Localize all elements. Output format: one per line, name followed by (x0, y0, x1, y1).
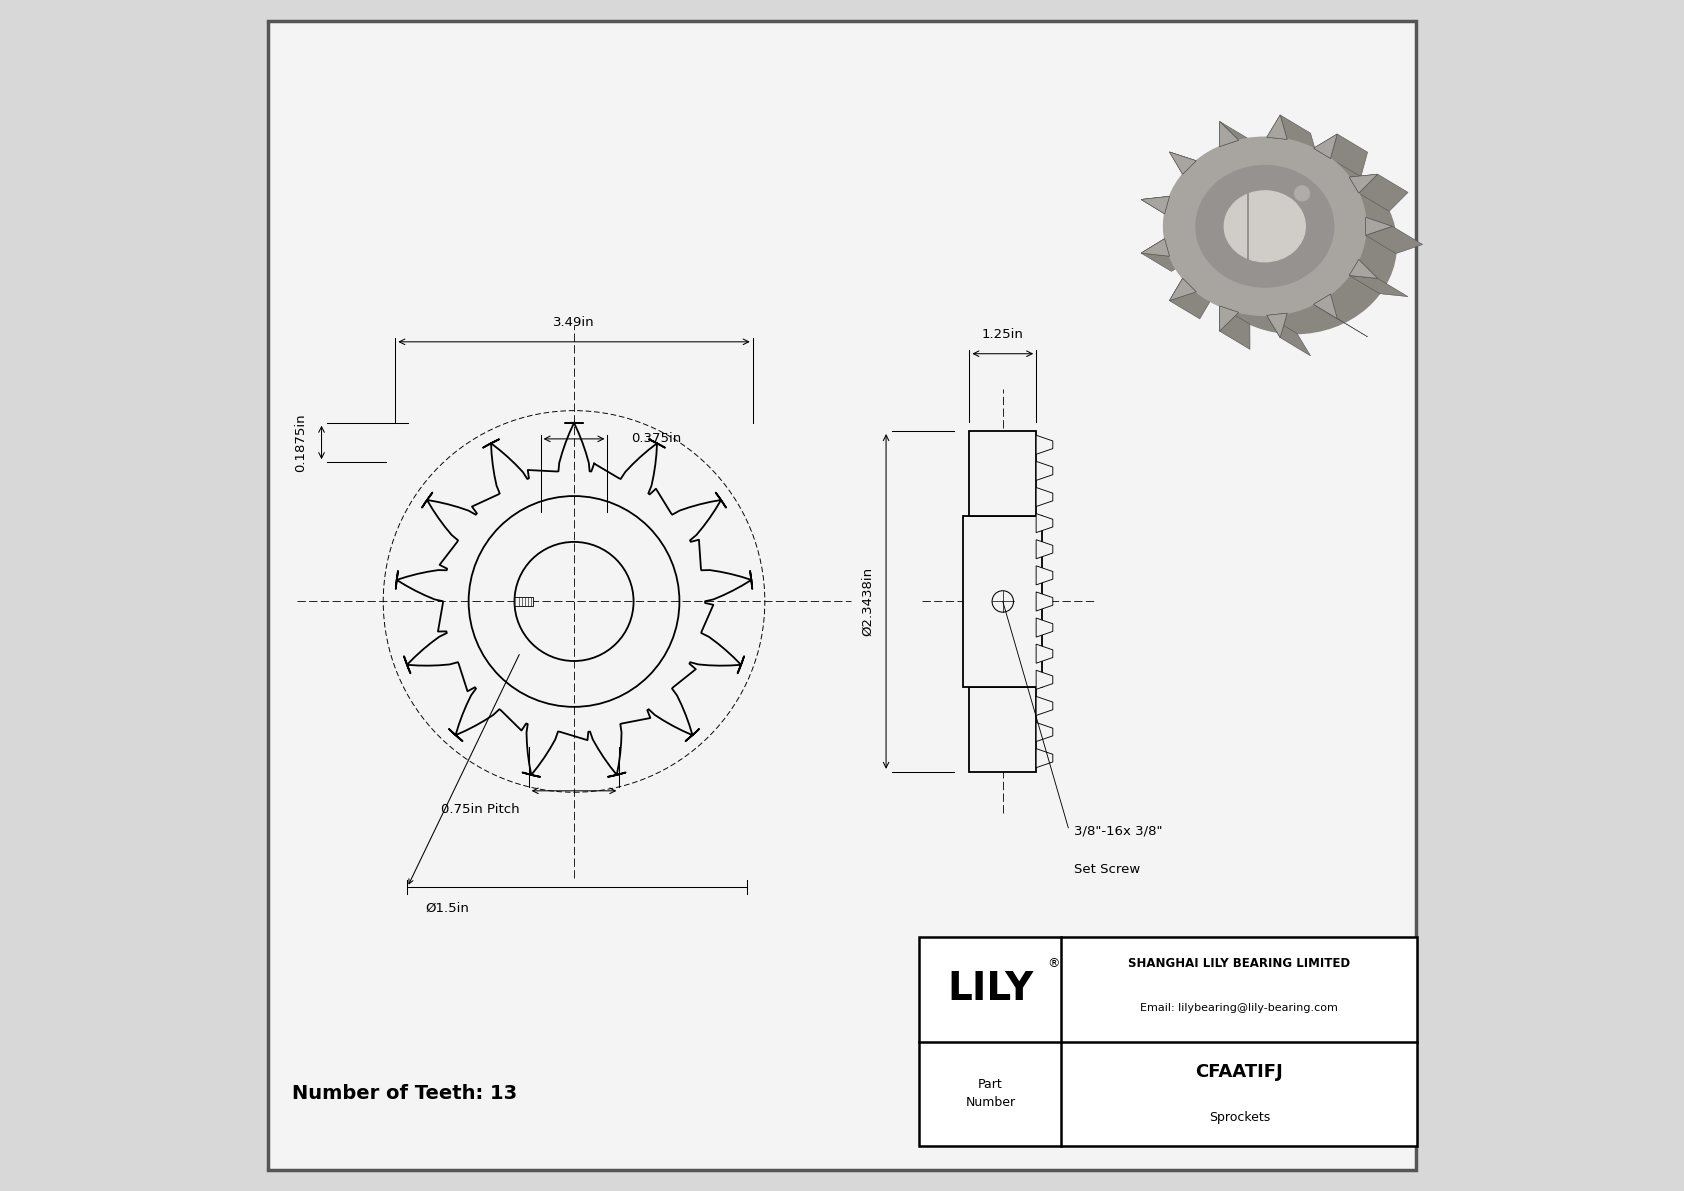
Bar (963, 517, 1042, 686)
Polygon shape (1266, 313, 1287, 337)
Text: Ø1.5in: Ø1.5in (424, 902, 470, 915)
Polygon shape (1169, 279, 1212, 319)
Polygon shape (1349, 174, 1378, 193)
Polygon shape (1036, 435, 1052, 454)
Ellipse shape (1196, 166, 1334, 287)
Polygon shape (1349, 275, 1408, 297)
Polygon shape (1219, 306, 1239, 331)
Polygon shape (1359, 174, 1408, 211)
Ellipse shape (1194, 155, 1396, 333)
Polygon shape (1142, 197, 1169, 214)
Polygon shape (1036, 513, 1052, 532)
Polygon shape (1219, 306, 1239, 331)
FancyBboxPatch shape (268, 21, 1416, 1170)
Polygon shape (1036, 618, 1052, 637)
Text: Set Screw: Set Screw (1074, 863, 1140, 877)
Polygon shape (1219, 306, 1250, 349)
Polygon shape (1219, 121, 1239, 146)
Bar (919, 937, 1418, 1146)
Text: Number of Teeth: 13: Number of Teeth: 13 (291, 1084, 517, 1103)
Polygon shape (1266, 116, 1287, 139)
Text: 1.25in: 1.25in (982, 328, 1024, 341)
Polygon shape (1314, 294, 1337, 318)
Polygon shape (1169, 152, 1196, 174)
Circle shape (1295, 186, 1310, 201)
Polygon shape (1314, 135, 1337, 158)
Polygon shape (1219, 121, 1239, 146)
Polygon shape (1349, 174, 1378, 193)
Ellipse shape (1224, 191, 1305, 262)
Text: Email: lilybearing@lily-bearing.com: Email: lilybearing@lily-bearing.com (1140, 1004, 1339, 1014)
Polygon shape (1366, 217, 1393, 236)
Polygon shape (1330, 135, 1367, 176)
Polygon shape (1169, 279, 1196, 300)
Text: 0.75in Pitch: 0.75in Pitch (441, 803, 519, 816)
Polygon shape (1219, 121, 1270, 158)
Polygon shape (1266, 116, 1287, 139)
Text: LILY: LILY (946, 971, 1034, 1009)
Polygon shape (1036, 487, 1052, 506)
Polygon shape (1142, 197, 1199, 218)
Text: Ø2.3438in: Ø2.3438in (861, 567, 874, 636)
Polygon shape (1349, 260, 1378, 279)
Ellipse shape (1164, 137, 1366, 316)
Polygon shape (1266, 313, 1287, 337)
Polygon shape (1349, 260, 1378, 279)
Text: 0.375in: 0.375in (632, 432, 682, 445)
Polygon shape (1036, 697, 1052, 716)
Polygon shape (1036, 461, 1052, 480)
Text: 3/8"-16x 3/8": 3/8"-16x 3/8" (1074, 824, 1162, 837)
Polygon shape (1036, 644, 1052, 663)
Text: 3.49in: 3.49in (554, 316, 594, 329)
Polygon shape (1280, 116, 1317, 157)
Polygon shape (1366, 217, 1393, 236)
Bar (970, 431, 1036, 772)
Polygon shape (1314, 305, 1367, 337)
Polygon shape (1036, 671, 1052, 690)
Polygon shape (1169, 279, 1196, 300)
Text: 0.1875in: 0.1875in (295, 413, 306, 472)
Polygon shape (1366, 226, 1423, 254)
Polygon shape (1266, 316, 1310, 356)
Text: CFAATIFJ: CFAATIFJ (1196, 1064, 1283, 1081)
Polygon shape (1036, 566, 1052, 585)
Polygon shape (1036, 723, 1052, 742)
Bar (514, 598, 532, 606)
Text: Part
Number: Part Number (965, 1078, 1015, 1109)
Polygon shape (1142, 238, 1169, 256)
Text: ®: ® (1047, 956, 1059, 969)
Polygon shape (1142, 238, 1196, 272)
Polygon shape (1142, 197, 1169, 214)
Text: Sprockets: Sprockets (1209, 1111, 1270, 1124)
Polygon shape (1314, 294, 1337, 318)
Polygon shape (1036, 540, 1052, 559)
Text: SHANGHAI LILY BEARING LIMITED: SHANGHAI LILY BEARING LIMITED (1128, 956, 1351, 969)
Polygon shape (1314, 135, 1337, 158)
Polygon shape (1169, 152, 1226, 179)
Polygon shape (1036, 749, 1052, 768)
Polygon shape (1036, 592, 1052, 611)
Polygon shape (1142, 238, 1169, 256)
Polygon shape (1169, 152, 1196, 174)
